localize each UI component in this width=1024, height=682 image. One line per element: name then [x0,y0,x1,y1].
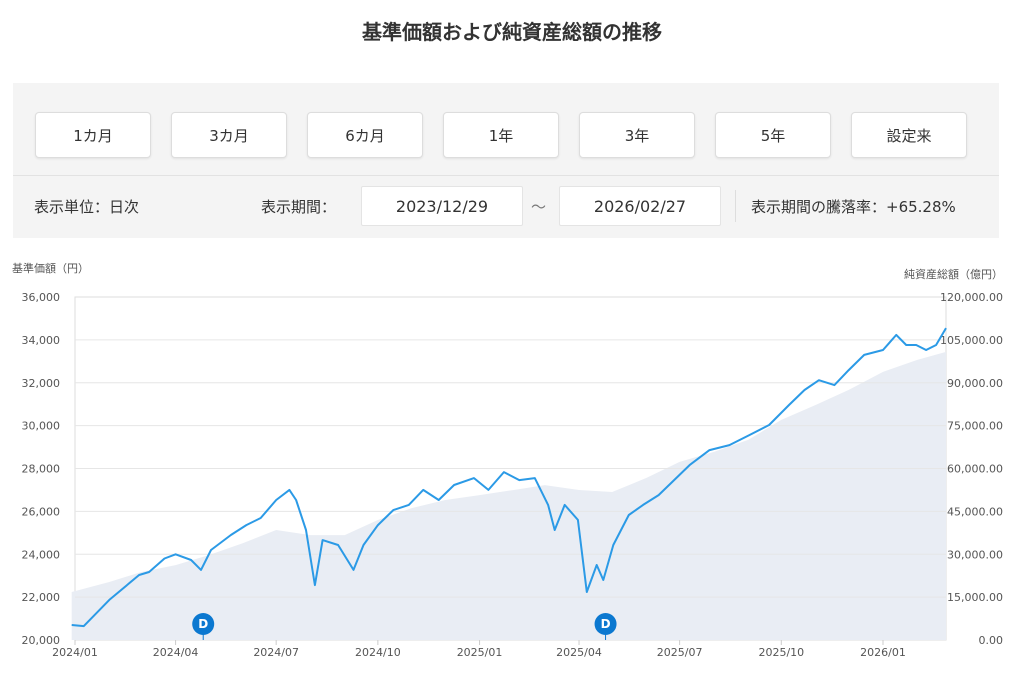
y-tick-label: 36,000 [22,291,61,304]
tilde: ～ [531,198,547,216]
y2-tick-label: 60,000.00 [947,463,1003,476]
y2-tick-label: 75,000.00 [947,420,1003,433]
y2-tick-label: 105,000.00 [940,334,1003,347]
x-tick-label: 2024/07 [253,646,299,659]
x-tick-label: 2025/04 [556,646,602,659]
period-3m-button[interactable]: 3カ月 [171,112,287,158]
end-date-input[interactable]: 2026/02/27 [559,186,721,226]
x-tick-label: 2024/01 [52,646,98,659]
period-3y-button[interactable]: 3年 [579,112,695,158]
period-5y-button[interactable]: 5年 [715,112,831,158]
period-inception-button[interactable]: 設定来 [851,112,967,158]
y-tick-label: 30,000 [22,420,61,433]
net-assets-area [71,351,946,640]
divider [13,175,999,176]
y2-tick-label: 90,000.00 [947,377,1003,390]
y-tick-label: 24,000 [22,548,61,561]
period-1m-button[interactable]: 1カ月 [35,112,151,158]
x-tick-label: 2024/10 [355,646,401,659]
dividend-marker-label: D [601,617,611,631]
y2-tick-label: 120,000.00 [940,291,1003,304]
x-tick-label: 2024/04 [153,646,199,659]
period-6m-button[interactable]: 6カ月 [307,112,423,158]
y-axis-title: 基準価額（円） [12,261,89,275]
y-tick-label: 34,000 [22,334,61,347]
period-1y-button[interactable]: 1年 [443,112,559,158]
y-tick-label: 32,000 [22,377,61,390]
period-label: 表示期間： [261,198,337,216]
price-chart: 基準価額（円） 純資産総額（億円） 20,000 0.00 22,000 15,000… [12,261,1004,659]
y2-axis-title: 純資産総額（億円） [904,267,1003,281]
y2-tick-label: 0.00 [979,634,1004,647]
divider [735,190,736,222]
y2-tick-label: 15,000.00 [947,591,1003,604]
page-title: 基準価額および純資産総額の推移 [362,20,662,44]
y-tick-label: 20,000 [22,634,61,647]
x-tick-label: 2026/01 [860,646,906,659]
dividend-marker-icon [192,613,215,635]
x-tick-label: 2025/10 [758,646,804,659]
y-tick-label: 28,000 [22,463,61,476]
nav-line [71,327,947,628]
change-rate: 表示期間の騰落率：+65.28% [751,198,956,216]
dividend-marker-icon [594,613,617,635]
y-tick-label: 26,000 [22,505,61,518]
x-tick-label: 2025/01 [457,646,503,659]
start-date-input[interactable]: 2023/12/29 [361,186,523,226]
control-panel: 1カ月 3カ月 6カ月 1年 3年 5年 設定来 表示単位：日次 表示期間： 2… [13,83,999,238]
y-tick-label: 22,000 [22,591,61,604]
dividend-marker-label: D [198,617,208,631]
y2-tick-label: 30,000.00 [947,548,1003,561]
display-unit: 表示単位：日次 [34,198,140,216]
y2-tick-label: 45,000.00 [947,505,1003,518]
x-tick-label: 2025/07 [657,646,703,659]
